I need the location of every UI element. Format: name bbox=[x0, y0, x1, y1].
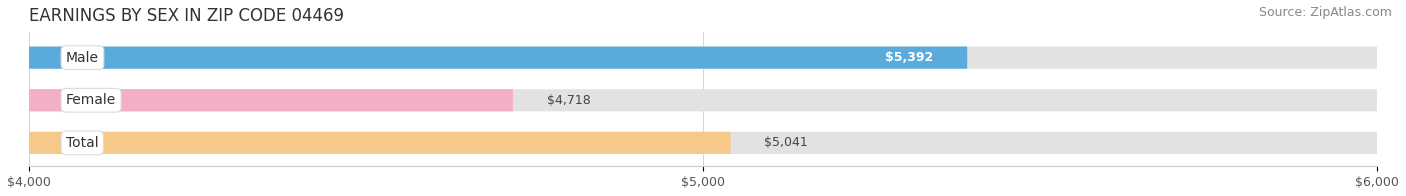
Text: $5,392: $5,392 bbox=[886, 51, 934, 64]
Text: Source: ZipAtlas.com: Source: ZipAtlas.com bbox=[1258, 6, 1392, 19]
FancyBboxPatch shape bbox=[30, 89, 513, 111]
Text: $4,718: $4,718 bbox=[547, 94, 591, 107]
FancyBboxPatch shape bbox=[30, 46, 967, 69]
Text: Total: Total bbox=[66, 136, 98, 150]
Text: Male: Male bbox=[66, 51, 98, 65]
Text: EARNINGS BY SEX IN ZIP CODE 04469: EARNINGS BY SEX IN ZIP CODE 04469 bbox=[30, 7, 344, 25]
FancyBboxPatch shape bbox=[30, 89, 1376, 111]
Text: $5,041: $5,041 bbox=[765, 136, 808, 149]
FancyBboxPatch shape bbox=[30, 46, 1376, 69]
Text: Female: Female bbox=[66, 93, 117, 107]
FancyBboxPatch shape bbox=[30, 132, 1376, 154]
FancyBboxPatch shape bbox=[30, 132, 731, 154]
